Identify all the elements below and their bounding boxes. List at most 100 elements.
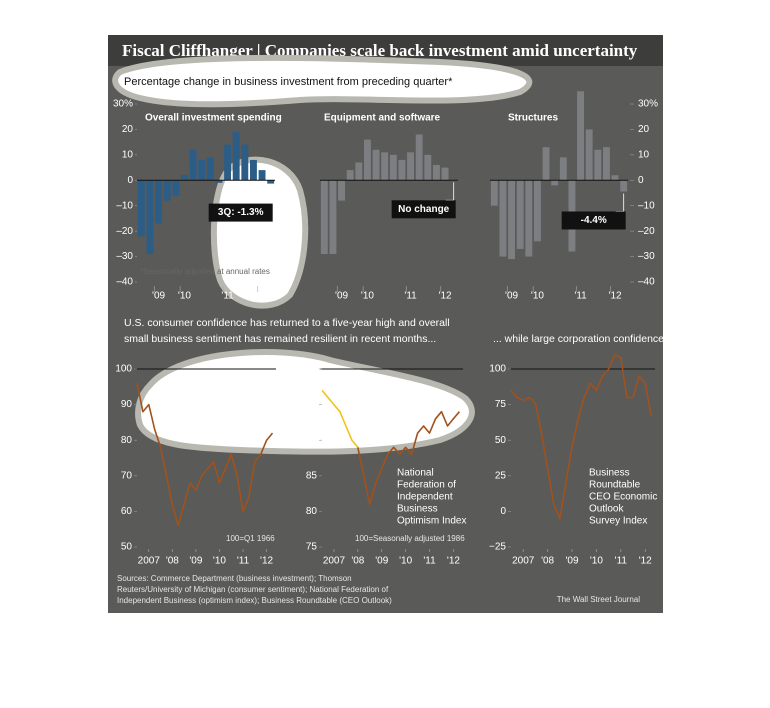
x-tick-label: '11 xyxy=(423,556,436,567)
bar xyxy=(355,162,363,181)
x-tick-label: '10 xyxy=(213,556,226,567)
y-tick-label: 30% xyxy=(638,99,658,110)
bar xyxy=(346,170,354,181)
bar xyxy=(577,91,585,181)
bar xyxy=(338,180,346,201)
callout-box xyxy=(391,200,456,219)
bar xyxy=(224,144,232,181)
background xyxy=(108,35,663,613)
subtitle: Percentage change in business investment… xyxy=(124,76,453,88)
bar xyxy=(180,175,188,181)
bar xyxy=(137,180,145,237)
line-series xyxy=(321,389,359,448)
x-tick-label: 2007 xyxy=(138,556,161,567)
bar xyxy=(432,165,440,181)
bar xyxy=(206,157,214,181)
callout-label: No change xyxy=(398,204,450,215)
series-annotation: Survey Index xyxy=(589,516,647,527)
callout-label: -4.4% xyxy=(581,215,607,226)
bar xyxy=(189,149,197,181)
y-tick-label: 50 xyxy=(121,542,133,553)
series-annotation: Outlook xyxy=(589,504,624,515)
x-tick-label: '11 xyxy=(237,556,250,567)
x-tick-label: '12 xyxy=(260,556,273,567)
x-tick-label: '09 xyxy=(565,556,578,567)
x-tick-label: '10 xyxy=(361,291,374,302)
line-series xyxy=(357,410,461,506)
bar xyxy=(585,129,593,181)
x-tick-label: '09 xyxy=(375,556,388,567)
x-tick-label: '12 xyxy=(439,291,452,302)
bar xyxy=(533,180,541,242)
series-annotation: Business xyxy=(397,504,438,515)
source-line: Reuters/University of Michigan (consumer… xyxy=(117,585,389,594)
section-heading: ... while large corporation confidence h… xyxy=(493,333,764,345)
x-tick-label: '11 xyxy=(615,556,628,567)
x-tick-label: '10 xyxy=(590,556,603,567)
y-tick-label: –20 xyxy=(638,226,655,237)
callout-box xyxy=(561,211,626,230)
bar xyxy=(559,157,567,181)
x-tick-label: '09 xyxy=(152,291,165,302)
x-tick-label: '09 xyxy=(335,291,348,302)
series-annotation: Independent xyxy=(397,492,453,503)
panel-title: Equipment and software xyxy=(324,113,441,124)
x-tick-label: '10 xyxy=(531,291,544,302)
x-tick-label: '12 xyxy=(639,556,652,567)
bar xyxy=(232,131,240,181)
bar xyxy=(258,170,266,181)
x-tick-label: '11 xyxy=(221,291,234,302)
source-line: Independent Business (optimism index); B… xyxy=(117,596,392,605)
x-tick-label: '08 xyxy=(166,556,179,567)
bar xyxy=(424,154,432,181)
bar xyxy=(499,180,507,257)
callout-pointer xyxy=(615,193,625,212)
x-tick-label: '08 xyxy=(351,556,364,567)
y-tick-label: 75 xyxy=(495,399,507,410)
x-tick-label: '11 xyxy=(574,291,587,302)
y-tick-label: 0 xyxy=(127,175,133,186)
x-tick-label: '09 xyxy=(505,291,518,302)
bar xyxy=(407,152,415,181)
y-tick-label: 60 xyxy=(121,506,133,517)
x-tick-label: '12 xyxy=(447,556,460,567)
section-heading: small business sentiment has remained re… xyxy=(124,333,436,345)
y-tick-label: –10 xyxy=(638,200,655,211)
x-tick-label: '12 xyxy=(256,291,269,302)
y-tick-label: 95 xyxy=(306,399,318,410)
callout-box xyxy=(208,203,273,222)
y-tick-label: 10 xyxy=(122,149,134,160)
series-annotation: Business xyxy=(589,468,630,479)
bar xyxy=(146,180,154,255)
bar xyxy=(602,147,610,181)
bar xyxy=(372,149,380,181)
bar xyxy=(329,180,337,255)
y-tick-label: 10 xyxy=(638,149,650,160)
y-tick-label: 80 xyxy=(306,506,318,517)
y-tick-label: 85 xyxy=(306,470,318,481)
callout-pointer xyxy=(262,185,272,204)
y-tick-label: 25 xyxy=(495,470,507,481)
footnote: *Seasonally adjusted at annual rates xyxy=(140,267,270,276)
series-annotation: CEO Economic xyxy=(589,492,657,503)
panel-title: Overall investment spending xyxy=(145,113,282,124)
y-tick-label: 100 xyxy=(115,364,132,375)
y-tick-label: 100 xyxy=(300,364,317,375)
y-tick-label: –30 xyxy=(116,251,133,262)
bar xyxy=(381,152,389,181)
callout-label: 3Q: -1.3% xyxy=(218,207,264,218)
bar xyxy=(542,147,550,181)
x-tick-label: 2007 xyxy=(323,556,346,567)
panel-title: Structures xyxy=(508,113,558,124)
y-tick-label: 70 xyxy=(121,470,133,481)
y-tick-label: 20 xyxy=(638,124,650,135)
x-tick-label: '12 xyxy=(609,291,622,302)
y-tick-label: 0 xyxy=(500,506,506,517)
scale-note: 100=Q1 1966 xyxy=(226,534,275,543)
bar xyxy=(508,180,516,260)
y-tick-label: –10 xyxy=(116,200,133,211)
y-tick-label: –20 xyxy=(116,226,133,237)
y-tick-label: 75 xyxy=(306,542,318,553)
line-series xyxy=(510,354,653,520)
bar xyxy=(415,134,423,181)
